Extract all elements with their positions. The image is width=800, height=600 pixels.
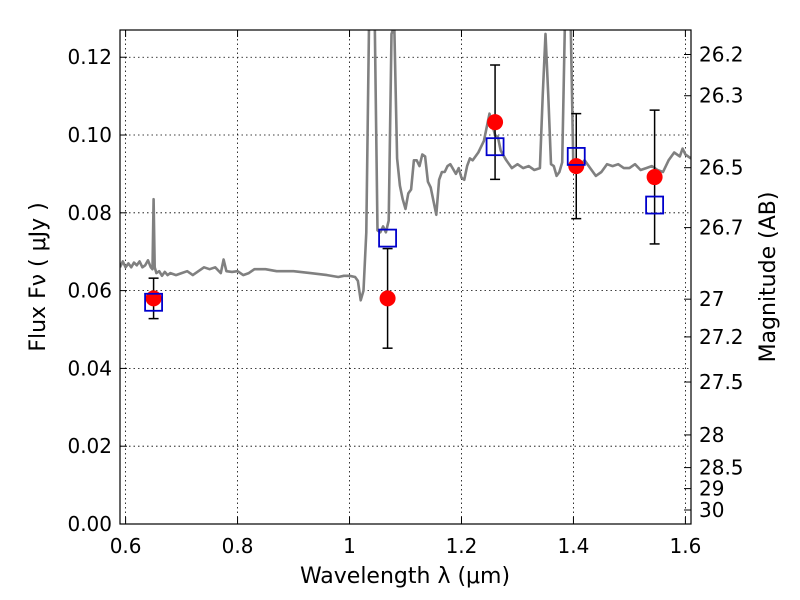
ticks: 0.6 0.8 1 1.2 1.4 1.6 0.00 0.02 0.04 0.06 0.08 0.10… <box>67 30 744 558</box>
y-tick-label: 0.08 <box>67 201 112 225</box>
plot-frame <box>119 29 692 525</box>
x-tick-label: 0.8 <box>222 534 254 558</box>
x-tick-label: 0.6 <box>110 534 142 558</box>
model-square-point <box>566 147 586 166</box>
right-tick-label: 26.5 <box>699 156 744 180</box>
y-tick-label: 0.06 <box>67 279 112 303</box>
model-square-point <box>485 137 505 157</box>
photometry-point <box>646 169 663 186</box>
y-tick-label: 0.00 <box>67 512 112 536</box>
y-tick-label: 0.10 <box>67 123 112 147</box>
y-tick-label: 0.04 <box>67 356 112 380</box>
photometry-point <box>379 290 396 307</box>
photometry-point <box>568 158 585 175</box>
photometry-point <box>487 114 504 131</box>
data-layer <box>120 30 691 302</box>
photometry-point <box>145 290 162 307</box>
right-tick-label: 27.5 <box>699 370 744 394</box>
model-square-point <box>378 228 397 248</box>
right-tick-label: 28.5 <box>699 456 744 480</box>
right-tick-label: 30 <box>699 498 724 522</box>
model-square-point <box>645 195 665 215</box>
model-square-point <box>144 292 163 312</box>
right-axis-label: Magnitude (AB) <box>756 192 781 363</box>
x-tick-label: 1.6 <box>669 534 701 558</box>
right-tick-label: 26.7 <box>699 216 744 240</box>
right-tick-label: 27 <box>699 287 724 311</box>
grid <box>120 30 691 525</box>
x-axis-label: Wavelength λ (μm) <box>300 564 510 589</box>
right-tick-label: 28 <box>699 423 724 447</box>
x-tick-label: 1.2 <box>446 534 478 558</box>
y-axis-label: Flux Fν ( μJy ) <box>26 202 51 351</box>
right-tick-label: 29 <box>699 477 724 501</box>
marker-layer <box>144 114 665 312</box>
right-tick-label: 26.3 <box>699 84 744 108</box>
x-tick-label: 1 <box>343 534 356 558</box>
spectrum-line <box>120 30 691 302</box>
right-tick-label: 26.2 <box>699 43 744 67</box>
x-tick-label: 1.4 <box>558 534 590 558</box>
y-tick-label: 0.02 <box>67 434 112 458</box>
y-tick-label: 0.12 <box>67 45 112 69</box>
right-tick-label: 27.2 <box>699 325 744 349</box>
